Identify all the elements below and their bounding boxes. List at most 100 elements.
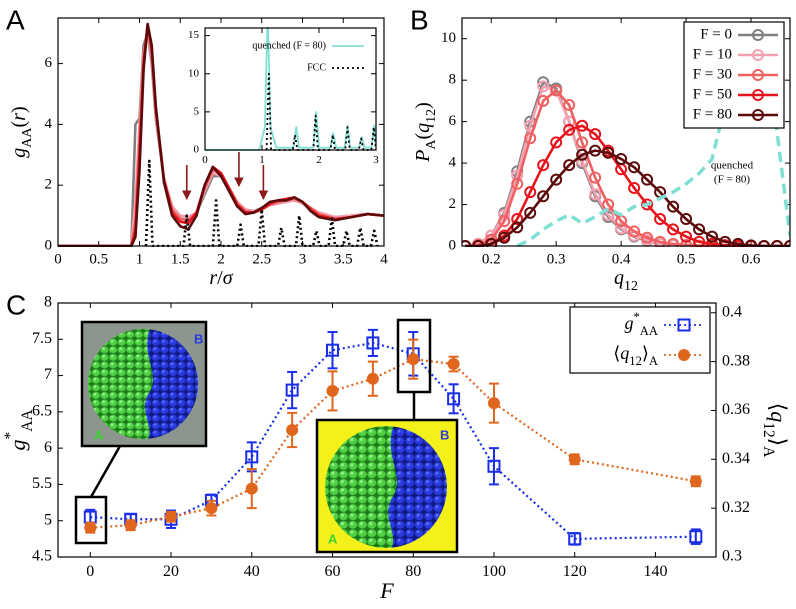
panel: 0 1 2 3 0 5 10 15 quenched (F = 80) FCC [188,27,379,166]
annotation: quenched [711,160,754,172]
label-part: * [2,432,19,440]
series-line [465,149,790,247]
y-tick-label: 2 [45,177,53,193]
label-part: r [209,267,217,289]
marker [678,349,690,361]
x-tick-label: 0.4 [612,252,631,268]
axes-frame [57,17,385,247]
y2-tick-label: 0.32 [722,499,750,516]
x-tick-label: 100 [482,563,506,580]
y-tick-label: 10 [188,67,200,79]
label-part: ) [412,102,434,109]
label-part: q [412,123,434,133]
x-tick-label: 140 [643,563,667,580]
label-part: P [412,150,434,163]
x-tick-label: 2 [316,154,322,166]
marker [752,49,764,61]
label-part: ) [8,106,30,113]
error-bar [327,331,338,370]
image-label: A [328,531,338,546]
label-part: 12 [760,422,777,437]
label-part: σ [223,267,234,289]
marker [511,213,524,226]
panel: 0.2 0.3 0.4 0.5 0.6 0 2 4 6 8 10 F = 0 F = 10 F = 30 F… [410,4,791,294]
marker [563,123,576,136]
y-axis-label: PA(q12) [412,102,439,163]
marker [576,136,589,149]
y2-tick-label: 0.4 [722,303,742,320]
label-part: q [614,267,624,289]
x-axis-label: F [379,578,394,603]
marker [550,84,563,97]
label-part: AA [19,410,36,432]
marker [487,397,500,410]
marker [485,237,498,247]
legend-label: ⟨q12⟩A [613,343,658,368]
marker [680,213,693,226]
marker [563,159,576,172]
legend-frame [569,306,711,374]
y2-tick-label: 0.3 [722,548,742,565]
marker [641,231,654,244]
marker [589,171,602,184]
x-tick-label: 0.6 [742,252,761,268]
marker [752,89,764,101]
connector [89,445,122,498]
marker [667,200,680,213]
legend-label: quenched (F = 80) [252,40,326,51]
marker [524,132,537,145]
marker [602,146,615,159]
y-tick-label: 5.5 [32,475,52,492]
y-tick-label: 0 [449,237,457,253]
label-part: ⟩ [766,438,791,447]
label-part: g [8,148,30,158]
marker [245,450,259,464]
y-tick-label: 4 [45,116,53,132]
x-tick-label: 60 [325,563,341,580]
label-part: / [217,267,223,289]
marker [615,152,628,165]
y-tick-label: 7.5 [32,330,52,347]
marker [524,186,537,199]
x-tick-label: 0.2 [482,252,501,268]
marker [326,384,339,397]
y-tick-label: 0 [45,237,53,253]
marker [589,188,602,201]
label-part: ( [412,133,434,140]
marker [245,482,258,495]
marker [576,148,589,161]
marker [366,372,379,385]
legend-label: F = 10 [693,46,732,62]
legend-label: g*AA [625,310,659,338]
error-bar [448,383,459,415]
marker [366,336,380,350]
legend-label: F = 80 [693,106,732,122]
error-bar [367,328,378,357]
label-part: ⟩ [642,343,649,363]
y-axis-label: gAA(r) [8,106,35,157]
marker [326,343,340,357]
label-part: 12 [629,354,642,368]
marker [693,235,706,247]
marker [550,136,563,149]
marker [667,237,680,247]
x-tick-label: 0.3 [547,252,566,268]
marker [447,358,460,371]
x-tick-label: 0 [54,252,62,268]
marker [498,231,511,244]
marker [667,223,680,236]
x-tick-label: 0.5 [677,252,696,268]
label-part: A [649,354,658,368]
marker [654,235,667,247]
marker [693,223,706,236]
y2-tick-label: 0.36 [722,401,750,418]
x-tick-label: 3 [299,252,307,268]
panel-label: A [6,4,25,35]
marker [628,225,641,238]
error-bar [246,441,257,473]
x-axis-label: q12 [614,267,638,294]
marker [706,230,719,243]
